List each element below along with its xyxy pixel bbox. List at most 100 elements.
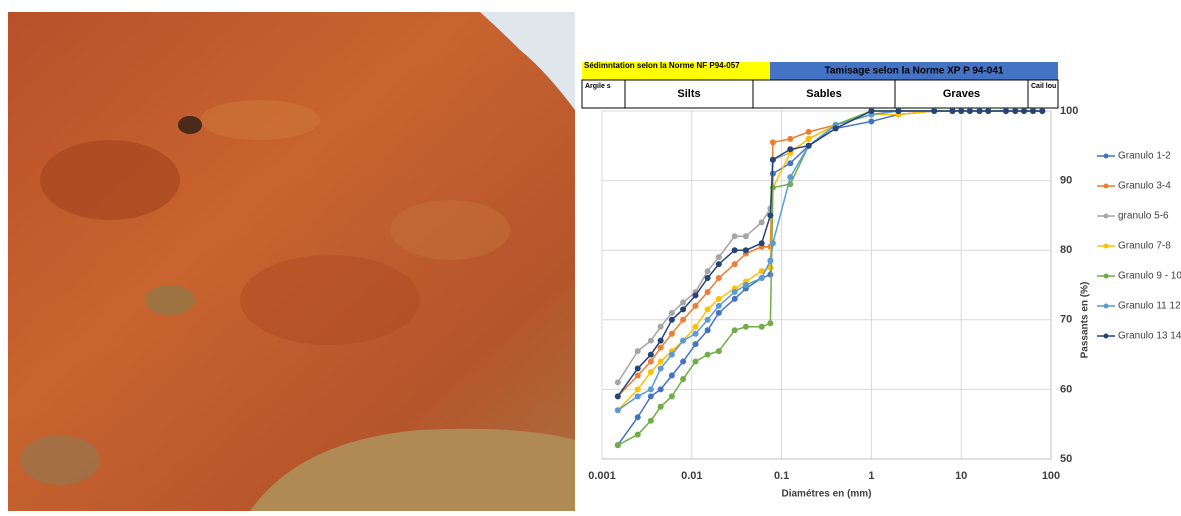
class-label: Graves	[896, 81, 1027, 107]
data-point	[1021, 108, 1027, 114]
data-point	[648, 386, 654, 392]
data-point	[669, 372, 675, 378]
data-point	[895, 108, 901, 114]
data-point	[635, 432, 641, 438]
data-point	[615, 407, 621, 413]
data-point	[705, 268, 711, 274]
data-point	[658, 359, 664, 365]
data-point	[680, 317, 686, 323]
series-line	[618, 111, 1042, 396]
x-axis-title: Diamétres en (mm)	[781, 489, 871, 500]
data-point	[658, 324, 664, 330]
data-point	[658, 404, 664, 410]
data-point	[759, 275, 765, 281]
class-label: Silts	[626, 81, 752, 107]
data-point	[732, 289, 738, 295]
chart: Sédimntation selon la Norme NF P94-057 T…	[0, 0, 1181, 511]
data-point	[767, 212, 773, 218]
data-point	[787, 160, 793, 166]
class-label: Argile s	[583, 81, 624, 91]
data-point	[705, 306, 711, 312]
data-point	[732, 247, 738, 253]
data-point	[615, 442, 621, 448]
data-point	[868, 108, 874, 114]
x-tick-label: 10	[955, 470, 967, 482]
data-point	[705, 289, 711, 295]
series-line	[618, 111, 1042, 445]
data-point	[680, 376, 686, 382]
data-point	[693, 359, 699, 365]
data-point	[716, 296, 722, 302]
class-cell: Cail lou	[1029, 81, 1057, 107]
data-point	[680, 338, 686, 344]
series-line	[618, 111, 1042, 396]
data-point	[635, 348, 641, 354]
data-point	[635, 386, 641, 392]
x-tick-label: 100	[1042, 470, 1060, 482]
data-point	[868, 118, 874, 124]
legend-marker	[1104, 154, 1109, 159]
class-cell: Argile s	[583, 81, 624, 107]
y-tick-label: 80	[1060, 244, 1072, 256]
data-point	[743, 282, 749, 288]
data-point	[770, 240, 776, 246]
data-point	[732, 296, 738, 302]
data-point	[985, 108, 991, 114]
data-point	[716, 275, 722, 281]
series-line	[618, 111, 1042, 410]
data-point	[977, 108, 983, 114]
class-cell: Graves	[896, 81, 1027, 107]
data-point	[669, 317, 675, 323]
legend-marker	[1104, 304, 1109, 309]
class-label: Cail lou	[1029, 81, 1057, 91]
data-point	[648, 369, 654, 375]
data-point	[931, 108, 937, 114]
data-point	[787, 174, 793, 180]
class-cell: Sables	[754, 81, 894, 107]
y-tick-label: 60	[1060, 383, 1072, 395]
data-point	[716, 303, 722, 309]
data-point	[648, 352, 654, 358]
data-point	[669, 310, 675, 316]
class-cell: Silts	[626, 81, 752, 107]
sedimentation-box: Sédimntation selon la Norme NF P94-057	[584, 61, 770, 81]
photo	[8, 12, 575, 511]
data-point	[705, 352, 711, 358]
y-axis-title: Passants en (%)	[1080, 282, 1091, 359]
data-point	[658, 386, 664, 392]
data-point	[833, 125, 839, 131]
data-point	[1030, 108, 1036, 114]
y-tick-label: 70	[1060, 314, 1072, 326]
data-point	[1039, 108, 1045, 114]
legend-label: granulo 5-6	[1118, 211, 1169, 222]
page: {"chart_data": {"type": "line", "x_label…	[0, 0, 1181, 511]
legend-marker	[1104, 214, 1109, 219]
y-tick-label: 100	[1060, 105, 1078, 117]
data-point	[759, 219, 765, 225]
data-point	[716, 310, 722, 316]
data-point	[693, 331, 699, 337]
data-point	[806, 129, 812, 135]
data-point	[767, 320, 773, 326]
data-point	[770, 139, 776, 145]
data-point	[705, 327, 711, 333]
sedimentation-label: Sédimntation selon la Norme NF P94-057	[584, 61, 770, 70]
data-point	[732, 233, 738, 239]
legend-label: Granulo 13 14	[1118, 331, 1181, 342]
data-point	[1012, 108, 1018, 114]
series-line	[618, 111, 1042, 410]
data-point	[635, 393, 641, 399]
data-point	[615, 393, 621, 399]
data-point	[669, 352, 675, 358]
data-point	[693, 324, 699, 330]
data-point	[716, 348, 722, 354]
data-point	[658, 345, 664, 351]
data-point	[743, 233, 749, 239]
legend-marker	[1104, 334, 1109, 339]
data-point	[658, 338, 664, 344]
legend-marker	[1104, 274, 1109, 279]
data-point	[680, 359, 686, 365]
data-point	[705, 275, 711, 281]
data-point	[787, 136, 793, 142]
data-point	[1003, 108, 1009, 114]
